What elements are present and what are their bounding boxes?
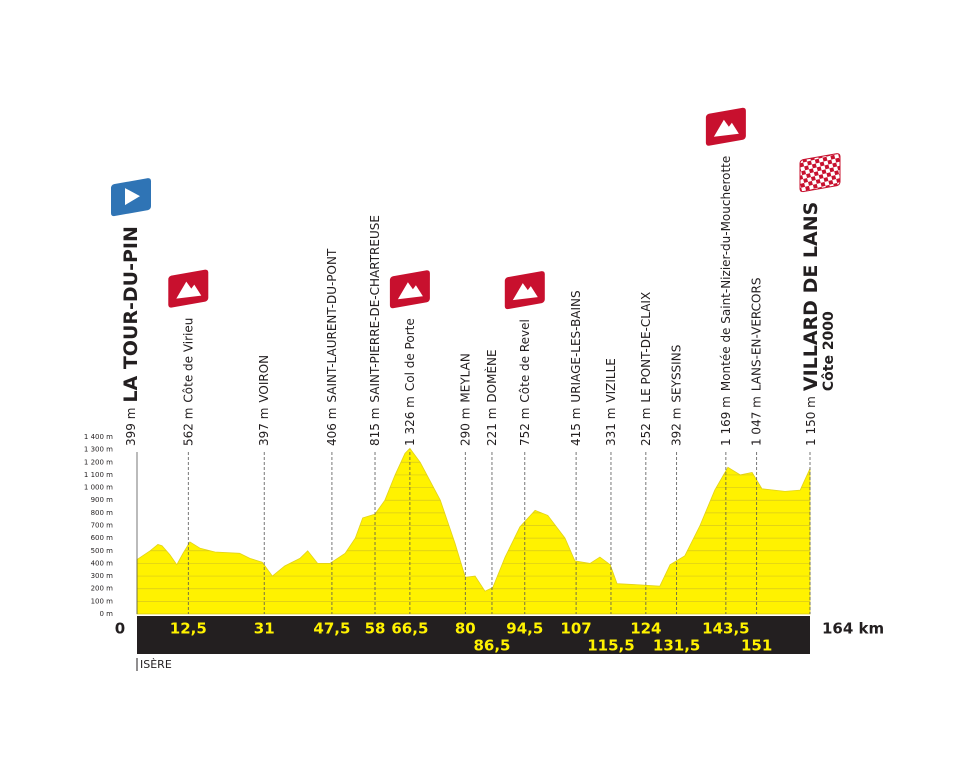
y-tick-label: 1 000 m: [84, 484, 113, 492]
waypoint-name: URIAGE-LES-BAINS: [569, 290, 583, 402]
waypoint-name: LA TOUR-DU-PIN: [120, 226, 142, 402]
finish-icon: [799, 153, 841, 193]
km-label: 107: [560, 620, 591, 638]
km-label: 66,5: [391, 620, 428, 638]
km-label: 47,5: [313, 620, 350, 638]
climb-mountain: [512, 283, 538, 301]
waypoint-altitude: 290 m: [458, 408, 472, 446]
y-tick-label: 500 m: [91, 547, 114, 555]
waypoint-altitude: 399 m: [124, 408, 138, 446]
waypoint-name: DOMÈNE: [484, 349, 499, 402]
waypoint-altitude: 752 m: [518, 408, 532, 446]
waypoint-name: MEYLAN: [458, 353, 472, 402]
climb-mountain: [713, 119, 739, 137]
km-label: 124: [630, 620, 661, 638]
waypoint-name: SAINT-LAURENT-DU-PONT: [325, 248, 339, 403]
km-label: 31: [254, 620, 275, 638]
y-tick-label: 1 200 m: [84, 458, 113, 466]
waypoint-name: LE PONT-DE-CLAIX: [639, 292, 653, 403]
waypoint-name: LANS-EN-VERCORS: [750, 278, 764, 392]
y-tick-label: 200 m: [91, 585, 114, 593]
waypoint-altitude: 1 169 m: [719, 396, 733, 446]
waypoint-altitude: 1 150 m: [804, 396, 818, 446]
y-tick-label: 1 100 m: [84, 471, 113, 479]
waypoint-subtitle: Côte 2000: [821, 311, 837, 391]
km-label: 86,5: [473, 637, 510, 655]
km-label: 164 km: [822, 620, 884, 638]
y-tick-label: 800 m: [91, 509, 114, 517]
waypoint-altitude: 1 047 m: [750, 396, 764, 446]
distance-bar: [137, 616, 810, 654]
km-label: 115,5: [587, 637, 634, 655]
waypoint-name: Col de Porte: [403, 318, 417, 391]
region-label: ISÈRE: [140, 658, 172, 671]
km-label: 151: [741, 637, 772, 655]
waypoint-name: Côte de Virieu: [181, 318, 195, 403]
y-tick-label: 100 m: [91, 597, 114, 605]
waypoint-altitude: 252 m: [639, 408, 653, 446]
waypoint-altitude: 1 326 m: [403, 396, 417, 446]
km-label: 131,5: [653, 637, 700, 655]
km-label: 94,5: [506, 620, 543, 638]
waypoint-name: Côte de Revel: [518, 319, 532, 402]
y-tick-label: 400 m: [91, 559, 114, 567]
waypoint-name: VOIRON: [257, 355, 271, 403]
waypoint-name: SAINT-PIERRE-DE-CHARTREUSE: [368, 215, 382, 403]
km-label: 0: [115, 620, 125, 638]
waypoint-name: VILLARD DE LANS: [800, 202, 822, 391]
waypoint-name: VIZILLE: [604, 358, 618, 402]
waypoint-altitude: 397 m: [257, 408, 271, 446]
km-label: 143,5: [702, 620, 749, 638]
elevation-area: [136, 447, 811, 615]
y-tick-label: 600 m: [91, 534, 114, 542]
y-tick-label: 0 m: [100, 610, 114, 618]
y-tick-label: 300 m: [91, 572, 114, 580]
y-tick-label: 1 400 m: [84, 433, 113, 441]
km-label: 12,5: [170, 620, 207, 638]
waypoint-altitude: 331 m: [604, 408, 618, 446]
waypoint-altitude: 415 m: [569, 408, 583, 446]
waypoint-name: Montée de Saint-Nizier-du-Moucherotte: [719, 156, 733, 391]
waypoint-altitude: 406 m: [325, 408, 339, 446]
km-label: 80: [455, 620, 476, 638]
y-tick-label: 700 m: [91, 522, 114, 530]
waypoint-altitude: 221 m: [485, 408, 499, 446]
waypoint-altitude: 392 m: [670, 408, 684, 446]
waypoint-altitude: 562 m: [181, 408, 195, 446]
climb-mountain: [397, 282, 423, 300]
waypoint-altitude: 815 m: [368, 408, 382, 446]
start-arrow: [125, 188, 140, 206]
y-tick-label: 900 m: [91, 496, 114, 504]
y-tick-label: 1 300 m: [84, 446, 113, 454]
climb-mountain: [176, 281, 202, 299]
waypoint-name: SEYSSINS: [670, 345, 684, 403]
km-label: 58: [365, 620, 386, 638]
